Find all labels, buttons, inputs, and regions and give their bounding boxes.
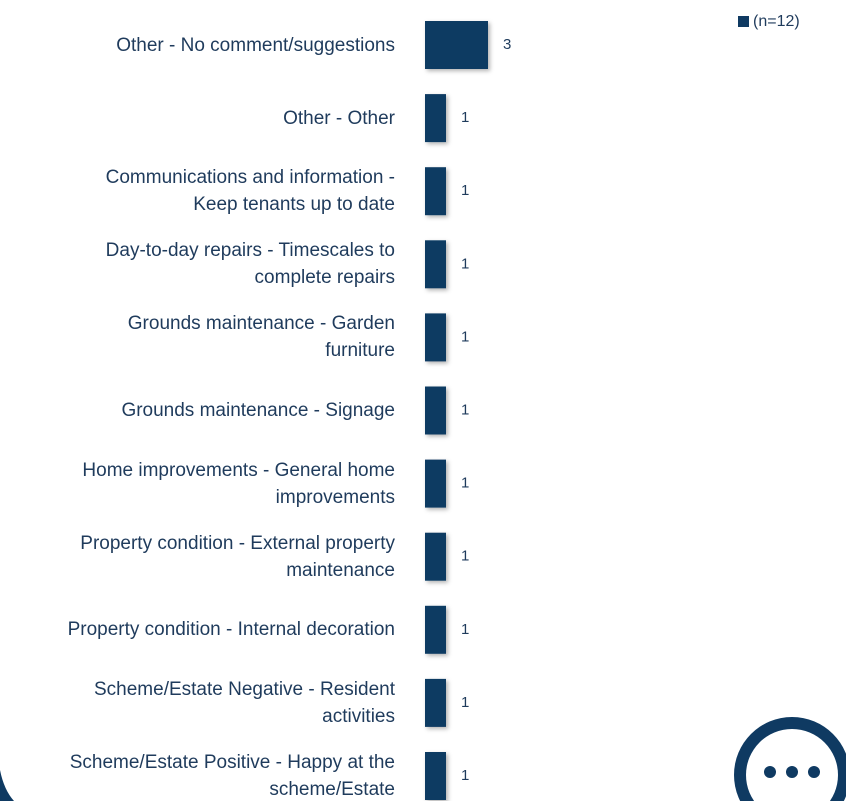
bar xyxy=(425,459,446,508)
category-label: Communications and information - Keep te… xyxy=(105,167,395,216)
value-label: 1 xyxy=(461,767,469,784)
category-label: Grounds maintenance - Garden furniture xyxy=(127,313,395,362)
category-label: Other - No comment/suggestions xyxy=(116,34,395,56)
category-label: Other - Other xyxy=(283,107,395,129)
category-label: Home improvements - General home improve… xyxy=(82,459,395,508)
value-label: 1 xyxy=(461,694,469,711)
bar xyxy=(425,605,446,654)
value-label: 1 xyxy=(461,255,469,272)
value-label: 1 xyxy=(461,475,469,492)
bar xyxy=(425,678,446,727)
bar xyxy=(425,532,446,581)
legend-swatch xyxy=(738,16,749,27)
bar xyxy=(425,313,446,362)
value-label: 1 xyxy=(461,548,469,565)
value-label: 1 xyxy=(461,109,469,126)
bar xyxy=(425,386,446,435)
category-label: Property condition - Internal decoration xyxy=(67,619,395,641)
category-label: Grounds maintenance - Signage xyxy=(121,400,395,421)
value-label: 1 xyxy=(461,182,469,199)
bar xyxy=(425,167,446,216)
category-label: Property condition - External property m… xyxy=(80,532,395,581)
category-label: Scheme/Estate Negative - Resident activi… xyxy=(94,678,395,727)
value-label: 3 xyxy=(503,36,511,53)
category-label: Day-to-day repairs - Timescales to compl… xyxy=(105,240,395,289)
bar xyxy=(425,752,446,800)
legend-label: (n=12) xyxy=(753,13,800,30)
bar xyxy=(425,240,446,289)
bar xyxy=(425,21,488,69)
chat-icon[interactable] xyxy=(734,717,846,801)
value-label: 1 xyxy=(461,401,469,418)
value-label: 1 xyxy=(461,621,469,638)
value-label: 1 xyxy=(461,328,469,345)
corner-decoration xyxy=(0,770,14,801)
bar xyxy=(425,94,446,143)
category-label: Scheme/Estate Positive - Happy at the sc… xyxy=(69,752,395,800)
